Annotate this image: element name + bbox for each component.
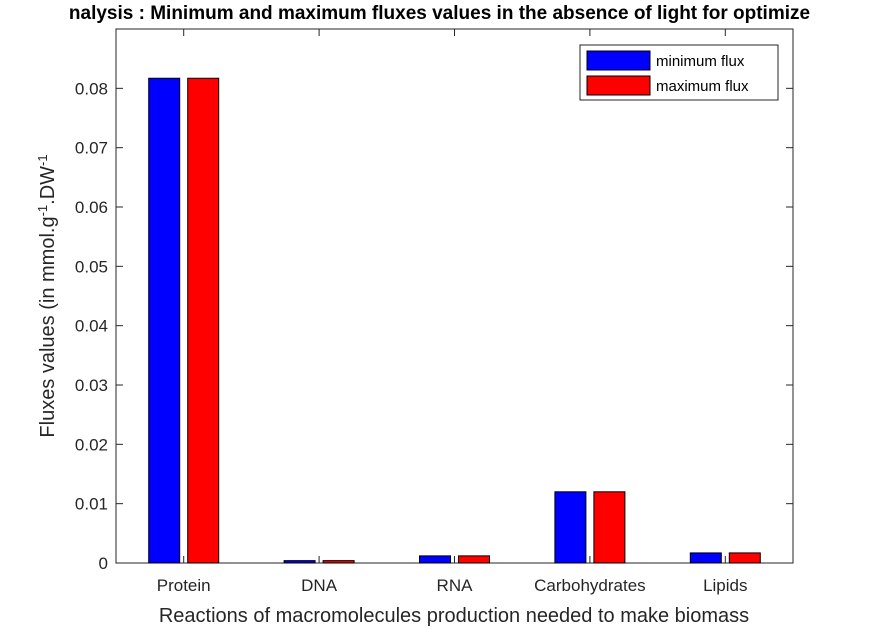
y-tick-label: 0.06 [75, 198, 108, 217]
y-tick-label: 0.07 [75, 139, 108, 158]
bar-minimum-flux-protein [148, 77, 181, 564]
x-tick-label-rna: RNA [437, 576, 474, 595]
legend: minimum flux maximum flux [579, 44, 779, 101]
bar-minimum-flux-carbohydrates [554, 491, 587, 564]
bar-maximum-flux-carbohydrates [593, 491, 626, 564]
y-tick-label: 0.05 [75, 257, 108, 276]
y-axis-label: Fluxes values (in mmol.g-1.DW-1 [35, 154, 60, 437]
x-axis-ticks: Protein DNA RNA Carbohydrates Lipids [157, 29, 748, 595]
x-tick-label-protein: Protein [157, 576, 211, 595]
bar-minimum-flux-lipids [689, 552, 722, 564]
x-tick-label-dna: DNA [301, 576, 338, 595]
y-tick-label: 0.04 [75, 317, 108, 336]
legend-swatch-maximum-flux [586, 75, 651, 96]
bars-group [148, 77, 761, 564]
y-axis-ticks: 0 0.01 0.02 0.03 0.04 0.05 0.06 0.07 0.08 [75, 79, 793, 573]
bar-maximum-flux-rna [458, 555, 490, 564]
y-tick-label: 0.02 [75, 435, 108, 454]
bar-maximum-flux-lipids [728, 552, 761, 564]
legend-label-minimum-flux: minimum flux [656, 53, 745, 70]
bar-maximum-flux-protein [187, 77, 220, 564]
y-axis-label-sup1: -1 [35, 205, 50, 217]
legend-swatch-minimum-flux [586, 50, 651, 71]
y-tick-label: 0 [99, 554, 108, 573]
bar-maximum-flux-dna [322, 560, 355, 564]
x-axis-label: Reactions of macromolecules production n… [159, 605, 749, 627]
y-tick-label: 0.08 [75, 79, 108, 98]
x-tick-label-lipids: Lipids [703, 576, 747, 595]
x-tick-label-carbohydrates: Carbohydrates [534, 576, 646, 595]
y-axis-label-sup2: -1 [35, 154, 50, 166]
plot-area [115, 28, 794, 564]
chart-title: nalysis : Minimum and maximum fluxes val… [69, 3, 810, 24]
bar-minimum-flux-dna [283, 560, 316, 564]
bar-minimum-flux-rna [419, 555, 451, 564]
legend-label-maximum-flux: maximum flux [656, 78, 749, 95]
y-axis-label-base: Fluxes values (in mmol.g [37, 216, 59, 437]
y-tick-label: 0.01 [75, 495, 108, 514]
y-tick-label: 0.03 [75, 376, 108, 395]
y-axis-label-mid: .DW [37, 166, 59, 205]
